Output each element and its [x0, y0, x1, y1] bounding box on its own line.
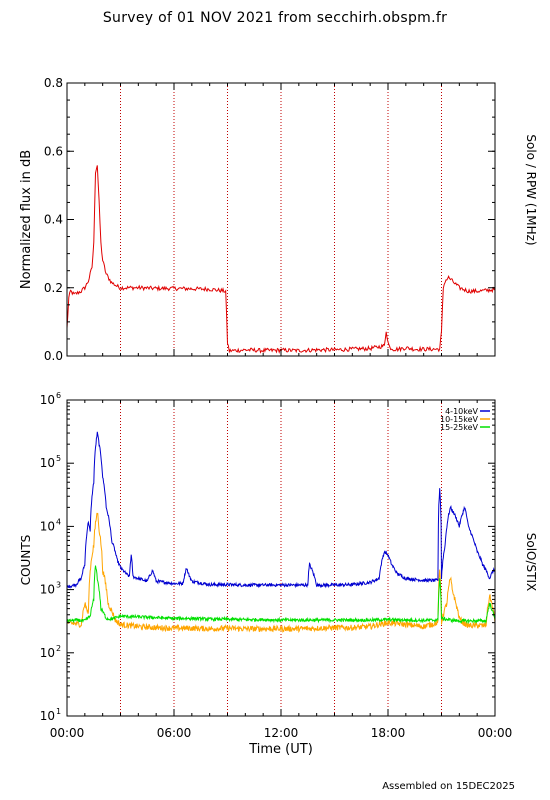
legend-label: 10-15keV: [440, 415, 479, 424]
y-tick-label: 0.8: [44, 76, 63, 90]
x-tick-label: 06:00: [157, 726, 192, 740]
x-tick-label: 18:00: [371, 726, 406, 740]
rpw-flux-line: [66, 165, 496, 354]
y-tick-label: 0.2: [44, 281, 63, 295]
stix-series-line: [66, 565, 496, 625]
page-title: Survey of 01 NOV 2021 from secchirh.obsp…: [102, 10, 448, 26]
y-tick-label: 0.6: [44, 144, 63, 158]
y-tick-label: 10: [40, 646, 55, 660]
legend-label: 4-10keV: [445, 407, 478, 416]
y-tick-exponent: 5: [56, 454, 61, 463]
y-tick-label: 10: [40, 456, 55, 470]
y-tick-label: 0.4: [44, 213, 63, 227]
y-tick-label: 0.0: [44, 349, 63, 363]
y-tick-label: 10: [40, 519, 55, 533]
stix-xlabel: Time (UT): [248, 742, 313, 757]
stix-series-line: [66, 512, 496, 634]
stix-series-line: [66, 431, 496, 589]
x-tick-label: 00:00: [50, 726, 85, 740]
y-tick-label: 10: [40, 709, 55, 723]
rpw-plot-frame: [66, 82, 496, 357]
y-tick-exponent: 1: [56, 707, 61, 716]
assembled-note: Assembled on 15DEC2025: [382, 781, 515, 792]
rpw-ylabel: Normalized flux in dB: [19, 150, 34, 289]
rpw-instrument-label: Solo / RPW (1MHz): [524, 134, 538, 245]
y-tick-exponent: 6: [56, 391, 61, 400]
stix-instrument-label: SolO/STIX: [524, 533, 538, 592]
y-tick-exponent: 3: [56, 581, 61, 590]
stix-ylabel: COUNTS: [19, 535, 33, 586]
y-tick-label: 10: [40, 583, 55, 597]
legend-label: 15-25keV: [440, 423, 479, 432]
y-tick-exponent: 2: [56, 644, 61, 653]
x-tick-label: 00:00: [478, 726, 513, 740]
x-tick-label: 12:00: [264, 726, 299, 740]
rpw-panel: 0.0 0.2 0.4 0.6 0.8 Normalized flux in dB Solo…: [19, 76, 538, 363]
y-tick-exponent: 4: [56, 517, 61, 526]
y-tick-label: 10: [40, 393, 55, 407]
